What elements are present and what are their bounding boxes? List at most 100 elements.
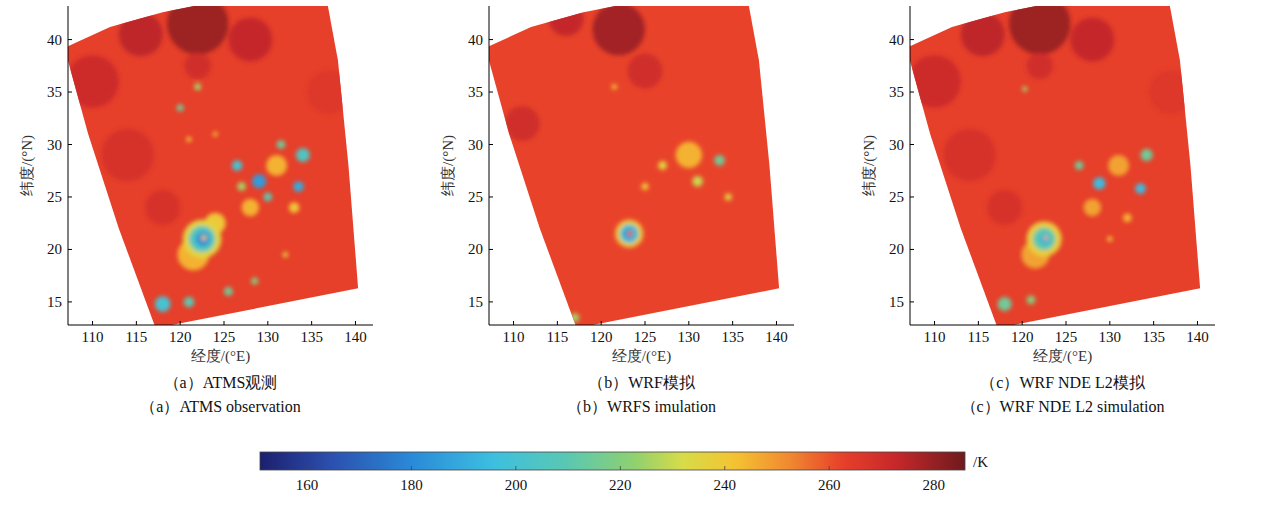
tb-feature — [658, 161, 667, 170]
field-features — [910, 6, 1193, 311]
tb-feature — [1135, 183, 1146, 194]
tb-feature — [692, 176, 703, 187]
x-tick-label: 135 — [300, 329, 323, 345]
y-tick — [489, 92, 493, 93]
x-tick — [136, 321, 137, 325]
tb-feature — [232, 160, 243, 171]
x-tick — [1153, 321, 1154, 325]
field-features — [68, 6, 351, 312]
y-tick — [910, 196, 914, 197]
tb-feature — [266, 155, 287, 176]
y-tick-label: 30 — [468, 137, 483, 153]
tb-feature — [177, 104, 184, 111]
colorbar-tick-label: 240 — [714, 477, 737, 493]
x-axis-line — [68, 325, 373, 326]
tb-feature — [624, 228, 635, 239]
colorbar-tick — [515, 466, 516, 470]
x-tick-label: 125 — [634, 329, 657, 345]
tb-feature — [186, 137, 191, 142]
colorbar-tick-label: 160 — [296, 477, 319, 493]
swath — [910, 6, 1200, 325]
y-tick — [68, 144, 72, 145]
tb-feature — [1149, 70, 1193, 114]
y-tick-label: 20 — [468, 241, 483, 257]
panel-subtitle: （c）WRF NDE L2 simulation — [961, 398, 1165, 415]
x-axis-title: 经度/(°E) — [1033, 348, 1092, 365]
tb-feature — [184, 297, 195, 308]
x-tick-label: 125 — [213, 329, 236, 345]
tb-feature — [1107, 236, 1112, 241]
tb-feature — [1027, 53, 1053, 79]
tb-feature — [1027, 221, 1062, 256]
x-tick — [1066, 321, 1067, 325]
colorbar-tick — [307, 466, 308, 470]
tb-feature — [185, 53, 211, 79]
y-tick — [910, 144, 914, 145]
y-tick — [489, 39, 493, 40]
tb-feature — [1033, 228, 1056, 251]
x-tick — [934, 321, 935, 325]
x-axis-line — [910, 325, 1215, 326]
x-tick — [224, 321, 225, 325]
tb-feature — [1027, 295, 1036, 304]
tb-feature — [145, 190, 180, 225]
y-tick-label: 30 — [47, 137, 62, 153]
tb-feature — [620, 224, 639, 243]
tb-feature — [961, 12, 1005, 56]
y-axis-title: 纬度/(°N) — [861, 135, 878, 196]
tb-feature — [1009, 6, 1070, 55]
tb-feature — [296, 148, 310, 162]
x-tick-label: 130 — [257, 329, 280, 345]
y-tick — [68, 249, 72, 250]
tb-feature — [571, 313, 580, 322]
colorbar: 160180200220240260280/K — [260, 452, 988, 493]
x-axis-title: 经度/(°E) — [612, 348, 671, 365]
tb-feature — [194, 83, 201, 90]
y-tick — [489, 144, 493, 145]
tb-feature — [277, 140, 286, 149]
tb-feature — [196, 232, 210, 246]
y-tick — [68, 92, 72, 93]
x-tick-label: 120 — [1011, 329, 1034, 345]
x-tick — [1197, 321, 1198, 325]
tb-feature — [237, 182, 246, 191]
x-tick — [688, 321, 689, 325]
y-tick-label: 35 — [47, 84, 62, 100]
tb-feature — [549, 6, 584, 36]
tb-feature — [676, 142, 702, 168]
tb-feature — [213, 131, 218, 136]
y-tick-label: 25 — [889, 189, 904, 205]
y-tick-label: 35 — [468, 84, 483, 100]
tb-feature — [998, 297, 1012, 311]
tb-feature — [612, 84, 617, 89]
tb-feature — [1141, 149, 1153, 161]
swath — [489, 6, 779, 325]
y-axis-title: 纬度/(°N) — [440, 135, 457, 196]
colorbar-tick-label: 220 — [609, 477, 632, 493]
y-tick-label: 40 — [47, 32, 62, 48]
y-tick-label: 15 — [889, 294, 904, 310]
swath-field — [505, 6, 732, 322]
colorbar-tick — [829, 466, 830, 470]
y-tick-label: 25 — [47, 189, 62, 205]
x-tick — [645, 321, 646, 325]
x-tick — [180, 321, 181, 325]
x-tick-label: 110 — [82, 329, 104, 345]
x-tick — [267, 321, 268, 325]
panel-title: （c）WRF NDE L2模拟 — [980, 374, 1145, 391]
x-tick — [513, 321, 514, 325]
y-tick — [68, 39, 72, 40]
x-tick — [776, 321, 777, 325]
y-tick-label: 20 — [889, 241, 904, 257]
y-axis-title: 纬度/(°N) — [19, 135, 36, 196]
tb-feature — [183, 220, 222, 259]
x-tick — [1022, 321, 1023, 325]
x-tick-label: 110 — [503, 329, 525, 345]
x-tick-label: 115 — [546, 329, 568, 345]
tb-feature — [189, 226, 215, 252]
tb-feature — [155, 296, 171, 312]
plot-area — [68, 6, 358, 325]
figure: 110115120125130135140152025303540纬度/(°N)… — [0, 0, 1284, 532]
tb-feature — [263, 193, 272, 202]
panel-title: （a）ATMS观测 — [164, 374, 278, 391]
